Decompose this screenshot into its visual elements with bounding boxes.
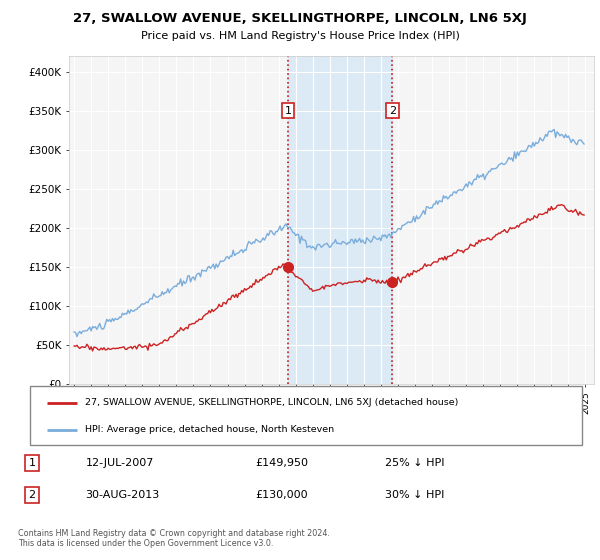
Text: 27, SWALLOW AVENUE, SKELLINGTHORPE, LINCOLN, LN6 5XJ: 27, SWALLOW AVENUE, SKELLINGTHORPE, LINC…	[73, 12, 527, 25]
Text: 30-AUG-2013: 30-AUG-2013	[86, 490, 160, 500]
Text: 12-JUL-2007: 12-JUL-2007	[86, 458, 154, 468]
Text: £130,000: £130,000	[255, 490, 308, 500]
Text: HPI: Average price, detached house, North Kesteven: HPI: Average price, detached house, Nort…	[85, 426, 334, 435]
Text: 27, SWALLOW AVENUE, SKELLINGTHORPE, LINCOLN, LN6 5XJ (detached house): 27, SWALLOW AVENUE, SKELLINGTHORPE, LINC…	[85, 398, 458, 407]
Text: 1: 1	[284, 106, 292, 115]
Text: 2: 2	[389, 106, 396, 115]
Text: 25% ↓ HPI: 25% ↓ HPI	[385, 458, 444, 468]
Text: 30% ↓ HPI: 30% ↓ HPI	[385, 490, 444, 500]
Text: 2: 2	[29, 490, 35, 500]
Bar	[288, 56, 392, 384]
Text: 1: 1	[29, 458, 35, 468]
Text: Price paid vs. HM Land Registry's House Price Index (HPI): Price paid vs. HM Land Registry's House …	[140, 31, 460, 41]
FancyBboxPatch shape	[30, 386, 582, 445]
Text: Contains HM Land Registry data © Crown copyright and database right 2024.
This d: Contains HM Land Registry data © Crown c…	[18, 529, 330, 548]
Text: £149,950: £149,950	[255, 458, 308, 468]
